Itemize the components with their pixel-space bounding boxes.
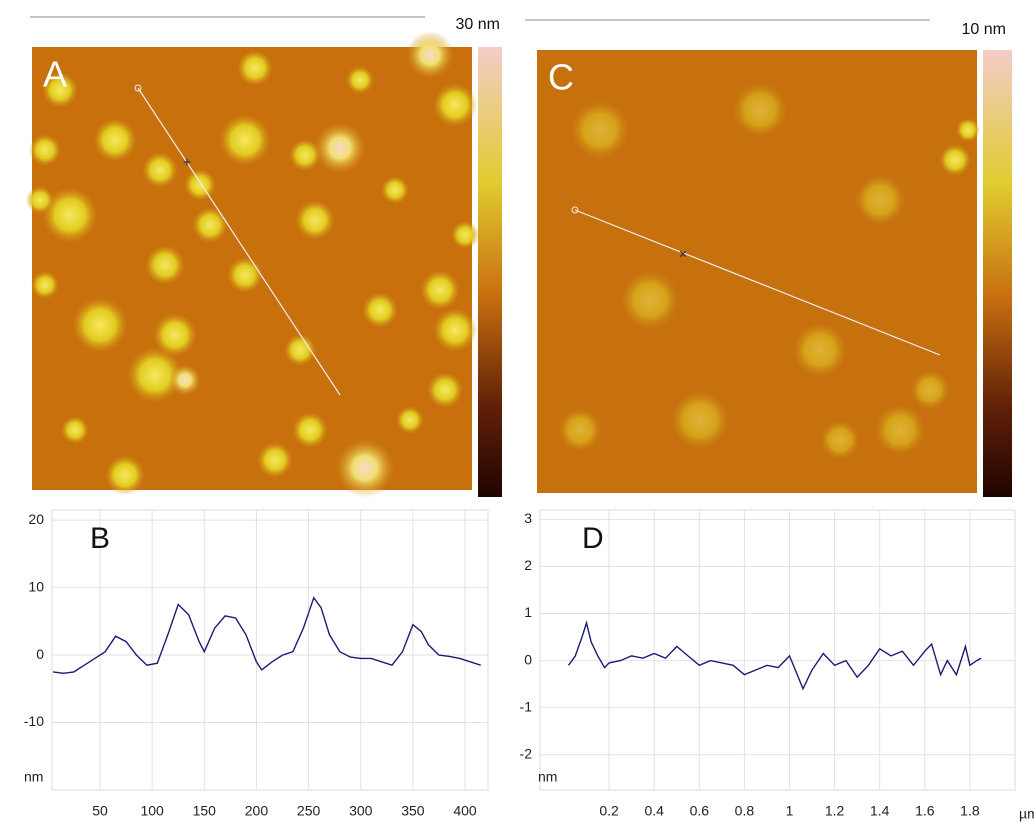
y-tick-label: -1 bbox=[520, 698, 533, 714]
x-tick-label: 1.2 bbox=[825, 803, 845, 819]
x-tick-label: 200 bbox=[245, 803, 269, 819]
afm-image-c: × C 10 nm bbox=[525, 19, 1012, 497]
afm-image-a: + A 30 nm bbox=[26, 16, 502, 498]
y-tick-label: 0 bbox=[524, 651, 532, 667]
x-axis-label: µm bbox=[1019, 806, 1034, 822]
x-tick-label: 50 bbox=[92, 803, 108, 819]
x-tick-label: 0.4 bbox=[644, 803, 664, 819]
panel-label: D bbox=[582, 522, 604, 555]
x-tick-label: 300 bbox=[349, 803, 373, 819]
y-tick-label: 10 bbox=[28, 578, 44, 594]
x-tick-label: 0.8 bbox=[735, 803, 755, 819]
x-tick-label: 150 bbox=[193, 803, 217, 819]
y-tick-label: 0 bbox=[36, 646, 44, 662]
profile-line bbox=[567, 620, 982, 691]
x-tick-label: 1.6 bbox=[915, 803, 935, 819]
x-tick-label: 1.4 bbox=[870, 803, 890, 819]
y-tick-label: 2 bbox=[524, 557, 532, 573]
x-tick-label: 0.6 bbox=[690, 803, 710, 819]
plot-area bbox=[539, 509, 1016, 791]
scale-label: 10 nm bbox=[962, 21, 1006, 38]
y-tick-label: 3 bbox=[524, 510, 532, 526]
y-axis-label: nm bbox=[24, 769, 43, 785]
x-tick-label: 1 bbox=[786, 803, 794, 819]
panel-label: A bbox=[43, 54, 67, 95]
svg-text:+: + bbox=[183, 154, 191, 170]
x-tick-label: 350 bbox=[401, 803, 425, 819]
x-tick-label: 0.2 bbox=[599, 803, 619, 819]
scale-label: 30 nm bbox=[456, 16, 500, 33]
y-axis-label: nm bbox=[538, 769, 557, 785]
panel-label: C bbox=[548, 57, 574, 98]
x-tick-label: 1.8 bbox=[960, 803, 980, 819]
panel-label: B bbox=[90, 522, 110, 555]
svg-text:×: × bbox=[679, 246, 687, 262]
x-tick-label: 250 bbox=[297, 803, 321, 819]
profile-line bbox=[52, 596, 481, 675]
x-tick-label: 400 bbox=[453, 803, 477, 819]
y-tick-label: -10 bbox=[24, 713, 44, 729]
y-tick-label: 20 bbox=[28, 511, 44, 527]
y-tick-label: -2 bbox=[520, 745, 533, 761]
x-tick-label: 100 bbox=[140, 803, 164, 819]
plot-area bbox=[51, 509, 489, 791]
y-tick-label: 1 bbox=[524, 604, 532, 620]
